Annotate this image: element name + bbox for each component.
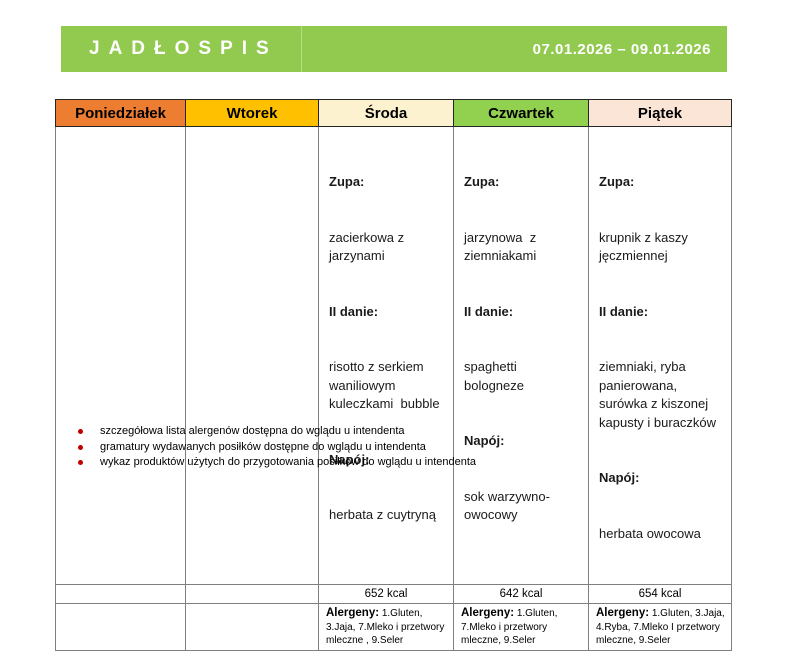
drink-label: Napój: <box>329 451 370 467</box>
day-header-sroda: Środa <box>318 99 454 127</box>
allergens-label: Alergeny: <box>461 607 515 619</box>
day-header-poniedzialek: Poniedziałek <box>55 99 186 127</box>
kcal-cell-czwartek: 642 kcal <box>453 584 589 604</box>
kcal-row: 652 kcal 642 kcal 654 kcal <box>55 584 732 604</box>
page-title: JADŁOSPIS <box>89 38 278 59</box>
allergens-block: Alergeny: 1.Gluten, 3.Jaja, 4.Ryba, 7.Ml… <box>590 604 731 649</box>
drink-text: sok warzywno-owocowy <box>464 488 550 523</box>
allergens-label: Alergeny: <box>326 607 380 619</box>
soup-label: Zupa: <box>329 174 365 189</box>
allergens-row: Alergeny: 1.Gluten, 3.Jaja, 7.Mleko i pr… <box>55 603 732 651</box>
kcal-cell-poniedzialek <box>55 584 186 604</box>
day-header-czwartek: Czwartek <box>453 99 589 127</box>
meal-block: Zupa: jarzynowa z ziemniakami II danie: … <box>455 128 588 566</box>
soup-text: krupnik z kaszy jęczmiennej <box>599 229 692 264</box>
meals-cell-piatek: Zupa: krupnik z kaszy jęczmiennej II dan… <box>588 126 732 585</box>
allergens-cell-poniedzialek <box>55 603 186 651</box>
kcal-cell-wtorek <box>185 584 319 604</box>
soup-text: zacierkowa z jarzynami <box>329 229 408 264</box>
date-range: 07.01.2026 – 09.01.2026 <box>532 40 711 58</box>
footer-note: wykaz produktów użytych do przygotowania… <box>78 455 476 471</box>
meals-cell-poniedzialek <box>55 126 186 585</box>
meals-cell-sroda: Zupa: zacierkowa z jarzynami II danie: r… <box>318 126 454 585</box>
banner-divider <box>300 26 302 72</box>
meals-cell-wtorek <box>185 126 319 585</box>
allergens-cell-wtorek <box>185 603 319 651</box>
drink-text: herbata z cuytryną <box>329 507 436 522</box>
meal-block: Zupa: krupnik z kaszy jęczmiennej II dan… <box>590 128 731 584</box>
main-course-text: ziemniaki, ryba panierowana, surówka z k… <box>599 359 717 430</box>
menu-table: Poniedziałek Wtorek Środa Czwartek Piąte… <box>55 99 732 651</box>
drink-label: Napój: <box>464 433 505 448</box>
allergens-block: Alergeny: 1.Gluten, 3.Jaja, 7.Mleko i pr… <box>320 604 453 649</box>
bullet-icon <box>78 444 83 450</box>
menu-banner: JADŁOSPIS 07.01.2026 – 09.01.2026 <box>61 26 727 72</box>
meal-block: Zupa: zacierkowa z jarzynami II danie: r… <box>320 128 453 566</box>
meals-row: Zupa: zacierkowa z jarzynami II danie: r… <box>55 126 732 585</box>
allergens-block: Alergeny: 1.Gluten, 7.Mleko i przetwory … <box>455 604 588 649</box>
bullet-icon <box>78 460 83 465</box>
main-course-label: II danie: <box>329 303 379 319</box>
footer-note: szczegółowa lista alergenów dostępna do … <box>78 424 476 440</box>
main-course-text: spaghetti bologneze <box>464 359 524 393</box>
footer-note-text: gramatury wydawanych posiłków dostępne d… <box>100 440 426 453</box>
bullet-icon <box>78 429 83 434</box>
drink-label: Napój: <box>599 470 640 485</box>
meals-cell-czwartek: Zupa: jarzynowa z ziemniakami II danie: … <box>453 126 589 585</box>
footer-note: gramatury wydawanych posiłków dostępne d… <box>78 440 476 456</box>
kcal-cell-piatek: 654 kcal <box>588 584 732 604</box>
kcal-cell-sroda: 652 kcal <box>318 584 454 604</box>
soup-text: jarzynowa z ziemniakami <box>464 229 540 264</box>
day-header-row: Poniedziałek Wtorek Środa Czwartek Piąte… <box>55 99 732 127</box>
allergens-cell-czwartek: Alergeny: 1.Gluten, 7.Mleko i przetwory … <box>453 603 589 651</box>
footer-note-text: wykaz produktów użytych do przygotowania… <box>100 456 477 468</box>
allergens-cell-piatek: Alergeny: 1.Gluten, 3.Jaja, 4.Ryba, 7.Ml… <box>588 603 732 651</box>
soup-label: Zupa: <box>464 174 500 189</box>
day-header-piatek: Piątek <box>588 99 732 127</box>
drink-text: herbata owocowa <box>599 525 701 541</box>
footer-note-text: szczegółowa lista alergenów dostępna do … <box>100 425 405 437</box>
allergens-label: Alergeny: <box>596 607 650 619</box>
allergens-cell-sroda: Alergeny: 1.Gluten, 3.Jaja, 7.Mleko i pr… <box>318 603 454 651</box>
soup-label: Zupa: <box>599 174 635 189</box>
footer-notes: szczegółowa lista alergenów dostępna do … <box>78 424 476 471</box>
main-course-label: II danie: <box>599 303 649 319</box>
main-course-text: risotto z serkiem waniliowym kuleczkami … <box>329 359 440 411</box>
day-header-wtorek: Wtorek <box>185 99 319 127</box>
main-course-label: II danie: <box>464 303 514 319</box>
